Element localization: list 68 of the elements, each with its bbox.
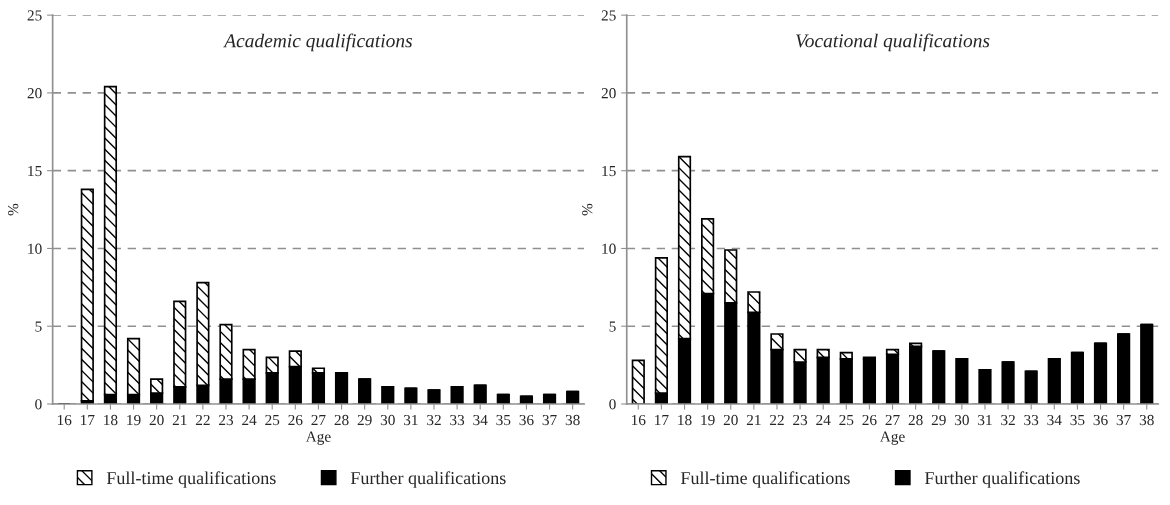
x-tick-label: 28: [908, 414, 923, 426]
x-tick-label: 34: [1047, 414, 1062, 426]
x-tick-label: 23: [793, 414, 808, 426]
x-tick-label: 17: [81, 414, 95, 426]
legend-label: Full-time qualifications: [106, 471, 276, 488]
x-tick-label: 20: [149, 414, 164, 426]
x-tick-label: 26: [288, 414, 303, 426]
x-tick-label: 17: [655, 414, 669, 426]
x-tick-label: 16: [57, 414, 72, 426]
text: Academic qualifications: [223, 33, 413, 52]
x-tick-label: 24: [816, 414, 831, 426]
y-axis-title: %: [7, 203, 19, 216]
x-tick-label: 34: [473, 414, 488, 426]
text: Vocational qualifications: [796, 33, 990, 52]
y-tick-label: 0: [609, 399, 616, 410]
x-tick-label: 36: [1093, 414, 1108, 426]
x-tick-label: 23: [219, 414, 234, 426]
legend-label: Full-time qualifications: [680, 471, 850, 488]
x-tick-label: 16: [632, 414, 646, 426]
y-tick-label: 15: [28, 165, 42, 177]
x-tick-label: 31: [403, 414, 418, 426]
x-tick-label: 18: [104, 414, 118, 426]
x-tick-label: 27: [885, 414, 900, 426]
x-tick-label: 18: [678, 414, 692, 426]
x-tick-label: 21: [746, 414, 761, 426]
x-tick-label: 33: [1024, 414, 1039, 426]
x-tick-label: 38: [1139, 414, 1154, 426]
x-tick-label: 22: [769, 414, 784, 426]
y-tick-label: 10: [602, 243, 616, 254]
x-tick-label: 32: [427, 414, 441, 426]
x-axis-title: Age: [305, 431, 331, 445]
x-tick-label: 35: [1070, 414, 1085, 426]
legend-label: Further qualifications: [350, 471, 506, 488]
x-tick-label: 30: [954, 414, 969, 426]
x-tick-label: 25: [265, 414, 280, 426]
y-tick-label: 0: [35, 399, 42, 410]
x-tick-label: 28: [334, 414, 349, 426]
x-tick-label: 26: [862, 414, 877, 426]
y-tick-label: 25: [601, 10, 616, 21]
x-tick-label: 24: [242, 414, 257, 426]
x-tick-label: 36: [519, 414, 534, 426]
x-tick-label: 29: [931, 414, 946, 426]
x-tick-label: 35: [496, 414, 511, 426]
x-tick-label: 27: [311, 414, 326, 426]
y-tick-label: 20: [601, 88, 616, 99]
y-tick-label: 15: [602, 165, 616, 177]
x-axis-title: Age: [879, 431, 905, 445]
legend-label: Further qualifications: [924, 471, 1080, 488]
x-tick-label: 21: [172, 414, 187, 426]
x-tick-label: 38: [565, 414, 580, 426]
x-tick-label: 32: [1001, 414, 1015, 426]
x-tick-label: 30: [380, 414, 395, 426]
x-tick-label: 20: [723, 414, 738, 426]
x-tick-label: 22: [195, 414, 210, 426]
x-tick-label: 37: [542, 414, 557, 426]
x-tick-label: 33: [450, 414, 465, 426]
y-tick-label: 25: [27, 10, 42, 21]
x-tick-label: 31: [978, 414, 992, 426]
y-tick-label: 20: [27, 88, 42, 99]
x-tick-label: 37: [1116, 414, 1131, 426]
y-tick-label: 5: [609, 321, 616, 332]
y-tick-label: 10: [28, 243, 42, 254]
x-tick-label: 19: [127, 414, 141, 426]
x-tick-label: 25: [839, 414, 854, 426]
x-tick-label: 19: [701, 414, 715, 426]
y-axis-title: %: [582, 203, 593, 216]
x-tick-label: 29: [357, 414, 372, 426]
y-tick-label: 5: [35, 321, 42, 332]
